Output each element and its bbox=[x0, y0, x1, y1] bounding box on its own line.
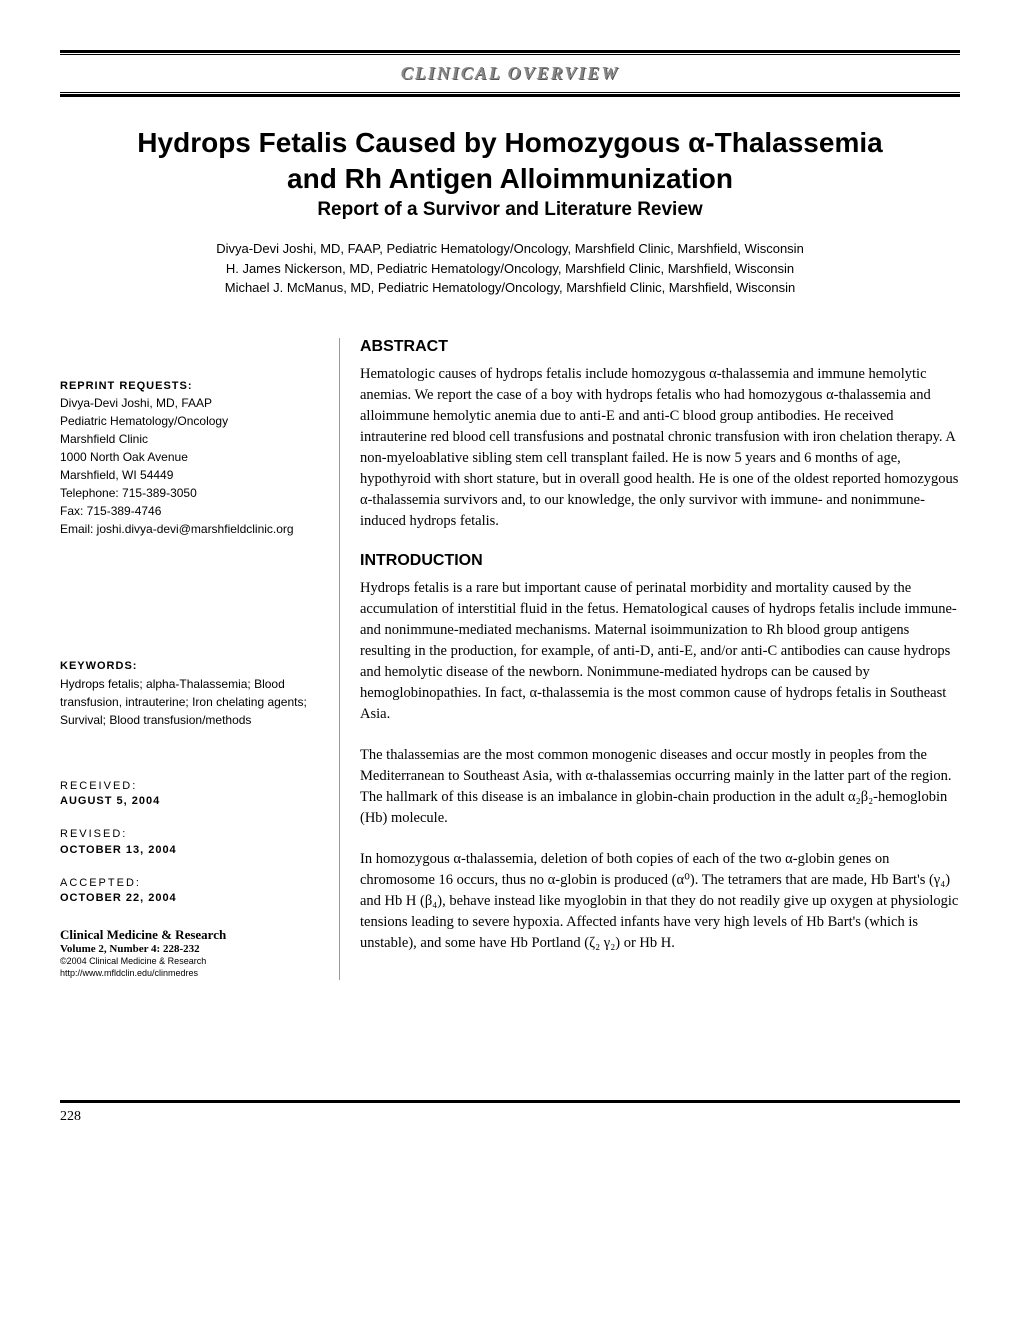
dates-block: RECEIVED: AUGUST 5, 2004 REVISED: OCTOBE… bbox=[60, 779, 324, 907]
reprint-heading: REPRINT REQUESTS: bbox=[60, 378, 324, 395]
revised-label: REVISED: bbox=[60, 827, 324, 842]
reprint-line: Marshfield, WI 54449 bbox=[60, 466, 324, 484]
journal-copyright: ©2004 Clinical Medicine & Research bbox=[60, 955, 324, 968]
author-line: Divya-Devi Joshi, MD, FAAP, Pediatric He… bbox=[60, 239, 960, 259]
accepted-value: OCTOBER 22, 2004 bbox=[60, 891, 324, 906]
reprint-line: Marshfield Clinic bbox=[60, 430, 324, 448]
received-label: RECEIVED: bbox=[60, 779, 324, 794]
intro-para-2: The thalassemias are the most common mon… bbox=[360, 745, 960, 829]
authors-block: Divya-Devi Joshi, MD, FAAP, Pediatric He… bbox=[60, 239, 960, 298]
reprint-requests-block: REPRINT REQUESTS: Divya-Devi Joshi, MD, … bbox=[60, 378, 324, 539]
keywords-text: Hydrops fetalis; alpha-Thalassemia; Bloo… bbox=[60, 675, 324, 729]
footer-rule bbox=[60, 1100, 960, 1103]
header-rule-top bbox=[60, 50, 960, 55]
author-line: Michael J. McManus, MD, Pediatric Hemato… bbox=[60, 278, 960, 298]
section-banner: CLINICAL OVERVIEW bbox=[60, 63, 960, 84]
intro-para-3: In homozygous α-thalassemia, deletion of… bbox=[360, 849, 960, 954]
main-content: ABSTRACT Hematologic causes of hydrops f… bbox=[360, 338, 960, 981]
journal-volume: Volume 2, Number 4: 228-232 bbox=[60, 943, 324, 955]
reprint-line: 1000 North Oak Avenue bbox=[60, 448, 324, 466]
reprint-line: Email: joshi.divya-devi@marshfieldclinic… bbox=[60, 520, 324, 538]
article-title-line2: and Rh Antigen Alloimmunization bbox=[60, 163, 960, 195]
reprint-line: Telephone: 715-389-3050 bbox=[60, 484, 324, 502]
article-title-line1: Hydrops Fetalis Caused by Homozygous α-T… bbox=[60, 127, 960, 159]
journal-title: Clinical Medicine & Research bbox=[60, 927, 324, 943]
journal-url: http://www.mfldclin.edu/clinmedres bbox=[60, 967, 324, 980]
article-subtitle: Report of a Survivor and Literature Revi… bbox=[60, 199, 960, 221]
keywords-heading: KEYWORDS: bbox=[60, 658, 324, 675]
reprint-line: Divya-Devi Joshi, MD, FAAP bbox=[60, 394, 324, 412]
received-value: AUGUST 5, 2004 bbox=[60, 794, 324, 809]
header-rule-bottom bbox=[60, 92, 960, 97]
intro-para-1: Hydrops fetalis is a rare but important … bbox=[360, 578, 960, 725]
reprint-line: Pediatric Hematology/Oncology bbox=[60, 412, 324, 430]
revised-value: OCTOBER 13, 2004 bbox=[60, 843, 324, 858]
abstract-text: Hematologic causes of hydrops fetalis in… bbox=[360, 364, 960, 532]
keywords-block: KEYWORDS: Hydrops fetalis; alpha-Thalass… bbox=[60, 658, 324, 729]
reprint-line: Fax: 715-389-4746 bbox=[60, 502, 324, 520]
author-line: H. James Nickerson, MD, Pediatric Hemato… bbox=[60, 259, 960, 279]
journal-info: Clinical Medicine & Research Volume 2, N… bbox=[60, 927, 324, 980]
page-number: 228 bbox=[60, 1109, 960, 1125]
intro-heading: INTRODUCTION bbox=[360, 552, 960, 570]
accepted-label: ACCEPTED: bbox=[60, 876, 324, 891]
sidebar: REPRINT REQUESTS: Divya-Devi Joshi, MD, … bbox=[60, 338, 340, 981]
abstract-heading: ABSTRACT bbox=[360, 338, 960, 356]
